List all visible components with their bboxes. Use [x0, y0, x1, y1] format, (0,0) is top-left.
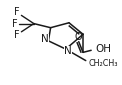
Text: OH: OH — [96, 44, 112, 54]
Text: F: F — [14, 7, 20, 18]
Text: F: F — [14, 30, 20, 40]
Text: N: N — [64, 46, 72, 56]
Text: O: O — [75, 32, 83, 42]
Text: CH₂CH₃: CH₂CH₃ — [88, 59, 118, 68]
Text: N: N — [41, 34, 49, 44]
Text: F: F — [12, 19, 17, 29]
